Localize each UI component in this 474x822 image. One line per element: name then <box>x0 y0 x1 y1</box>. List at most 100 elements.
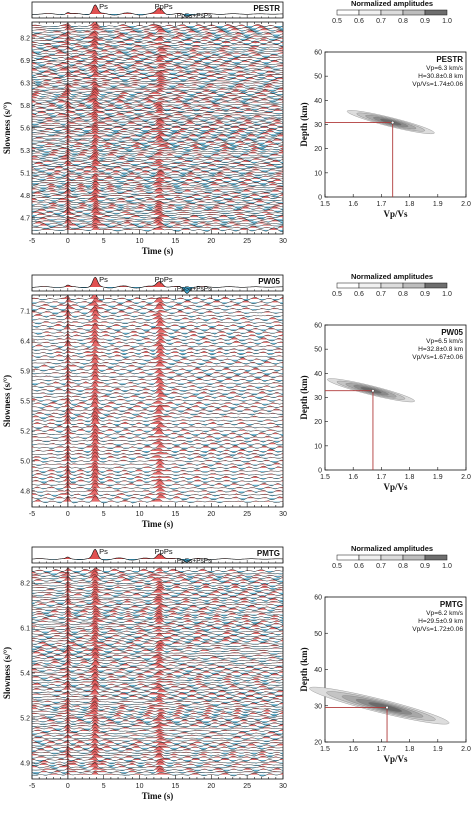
trace-line <box>32 109 283 115</box>
hk-h-text: H=32.8±0.8 km <box>418 346 463 353</box>
stack-positive-fill <box>32 4 283 14</box>
trace-line <box>32 604 283 610</box>
hk-vpvs-text: Vp/Vs=1.74±0.06 <box>412 81 463 88</box>
trace-positive-fill <box>32 211 283 216</box>
trace-negative-fill <box>32 366 283 369</box>
x-tick-label: 25 <box>243 783 251 790</box>
hk-x-tick-label: 1.6 <box>348 474 358 481</box>
trace-line <box>32 584 283 590</box>
trace-line <box>32 423 283 430</box>
stack-positive-fill <box>32 549 283 559</box>
y-tick-label: 4.9 <box>20 761 30 768</box>
trace-line <box>32 652 283 658</box>
stack-trace <box>31 4 283 17</box>
trace-line <box>32 414 283 423</box>
hk-y-tick-label: 20 <box>314 146 322 153</box>
trace-line <box>32 32 283 39</box>
trace-positive-fill <box>32 166 283 171</box>
trace-line <box>32 217 283 224</box>
trace-negative-fill <box>32 140 283 143</box>
trace-negative-fill <box>32 157 283 160</box>
trace-line <box>32 392 283 400</box>
hk-contours <box>309 686 450 725</box>
trace-line <box>32 684 283 692</box>
station-name: PW05 <box>258 277 280 286</box>
trace-negative-fill <box>32 326 283 328</box>
colorbar-cell <box>336 9 360 16</box>
trace-positive-fill <box>32 73 283 77</box>
trace-negative-fill <box>32 578 283 581</box>
hk-y-tick-label: 10 <box>314 170 322 177</box>
trace-line <box>32 640 283 646</box>
trace-line <box>32 56 283 63</box>
trace-line <box>32 162 283 169</box>
trace-line <box>32 569 283 576</box>
trace-negative-fill <box>32 660 283 663</box>
trace-line <box>32 389 283 396</box>
colorbar-tick-label: 0.5 <box>332 18 342 25</box>
trace-positive-fill <box>32 60 283 65</box>
x-tick-label: 25 <box>243 238 251 245</box>
trace-line <box>32 152 283 160</box>
trace-line <box>32 86 283 92</box>
trace-line <box>32 386 283 393</box>
trace-line <box>32 91 283 98</box>
trace-positive-fill <box>32 660 283 666</box>
trace-positive-fill <box>32 198 283 203</box>
trace-line <box>32 601 283 607</box>
trace-negative-fill <box>32 174 283 177</box>
trace-negative-fill <box>32 132 283 134</box>
trace-line <box>32 750 283 758</box>
trace-negative-fill <box>32 34 283 37</box>
trace-negative-fill <box>32 305 283 308</box>
trace-positive-fill <box>32 340 283 347</box>
trace-negative-fill <box>32 376 283 379</box>
hk-x-tick-label: 1.5 <box>320 201 330 208</box>
trace-line <box>32 742 283 748</box>
trace-line <box>32 480 283 487</box>
hk-y-axis-title: Depth (km) <box>299 647 309 691</box>
trace-line <box>32 50 283 56</box>
trace-line <box>32 189 283 196</box>
hk-x-tick-label: 1.9 <box>433 746 443 753</box>
trace-line <box>32 410 283 420</box>
trace-positive-fill <box>32 673 283 678</box>
trace-line <box>32 63 283 69</box>
trace-line <box>32 211 283 217</box>
trace-negative-fill <box>32 189 283 192</box>
trace-line <box>32 145 283 152</box>
trace-line <box>32 37 283 44</box>
trace-negative-fill <box>32 711 283 714</box>
trace-negative-fill <box>32 183 283 185</box>
station-name: PESTR <box>253 4 280 13</box>
record-traces <box>32 295 283 504</box>
trace-line <box>32 40 283 48</box>
hk-station-name: PESTR <box>436 55 463 64</box>
trace-positive-fill <box>32 175 283 179</box>
trace-negative-fill <box>32 621 283 625</box>
trace-negative-fill <box>32 349 283 352</box>
colorbar-tick-label: 0.8 <box>398 18 408 25</box>
phase-label-ps: Ps <box>99 275 108 284</box>
trace-negative-fill <box>32 407 283 409</box>
y-tick-label: 5.4 <box>20 671 30 678</box>
hk-x-tick-label: 1.7 <box>377 746 387 753</box>
y-tick-label: 6.9 <box>20 58 30 65</box>
trace-negative-fill <box>32 437 283 440</box>
trace-line <box>32 295 283 302</box>
trace-negative-fill <box>32 423 283 426</box>
x-tick-label: 30 <box>279 511 287 518</box>
trace-line <box>32 165 283 171</box>
trace-positive-fill <box>32 331 283 337</box>
y-tick-label: 5.3 <box>20 148 30 155</box>
colorbar-cell <box>380 9 404 16</box>
trace-line <box>32 22 283 29</box>
trace-line <box>32 672 283 680</box>
x-axis-title: Time (s) <box>142 519 174 529</box>
trace-line <box>32 48 283 54</box>
trace-line <box>32 361 283 369</box>
hk-y-tick-label: 0 <box>318 468 322 475</box>
trace-positive-fill <box>32 648 283 654</box>
trace-line <box>32 668 283 676</box>
x-axis-title: Time (s) <box>142 791 174 801</box>
